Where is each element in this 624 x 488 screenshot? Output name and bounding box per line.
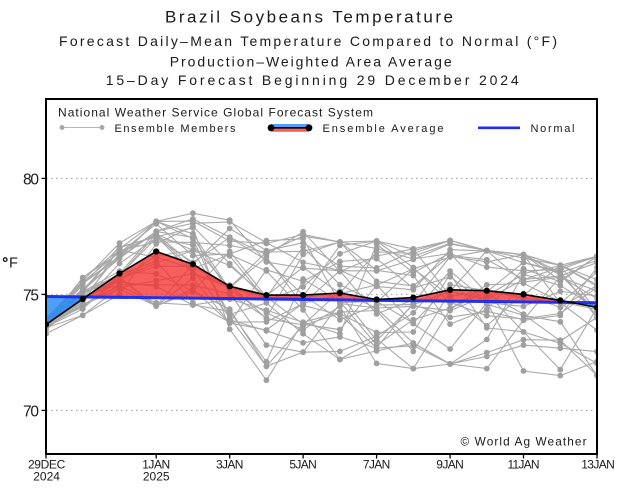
svg-text:© World Ag Weather: © World Ag Weather <box>461 434 587 448</box>
svg-text:80: 80 <box>23 171 39 188</box>
svg-text:2025: 2025 <box>143 470 170 484</box>
svg-text:F: F <box>9 256 18 272</box>
svg-text:Production–Weighted Area Avera: Production–Weighted Area Average <box>170 54 452 70</box>
svg-text:Normal: Normal <box>531 123 575 135</box>
svg-text:13JAN: 13JAN <box>581 457 615 471</box>
svg-text:5JAN: 5JAN <box>289 457 317 471</box>
svg-text:11JAN: 11JAN <box>508 457 540 471</box>
svg-text:75: 75 <box>23 287 39 304</box>
svg-text:Forecast Daily–Mean Temperatur: Forecast Daily–Mean Temperature Compared… <box>59 33 557 49</box>
svg-text:9JAN: 9JAN <box>436 457 464 471</box>
svg-text:70: 70 <box>23 403 39 420</box>
svg-text:Ensemble Average: Ensemble Average <box>323 123 444 135</box>
svg-text:29DEC: 29DEC <box>28 457 66 471</box>
svg-text:Brazil Soybeans Temperature: Brazil Soybeans Temperature <box>165 8 453 27</box>
svg-text:National Weather Service Globa: National Weather Service Global Forecast… <box>58 106 373 120</box>
svg-text:1JAN: 1JAN <box>142 457 170 471</box>
svg-text:2024: 2024 <box>33 470 60 484</box>
svg-text:Ensemble Members: Ensemble Members <box>115 123 237 135</box>
svg-text:3JAN: 3JAN <box>216 457 244 471</box>
svg-text:7JAN: 7JAN <box>363 457 391 471</box>
svg-text:15–Day Forecast Beginning 29 D: 15–Day Forecast Beginning 29 December 20… <box>106 72 519 88</box>
